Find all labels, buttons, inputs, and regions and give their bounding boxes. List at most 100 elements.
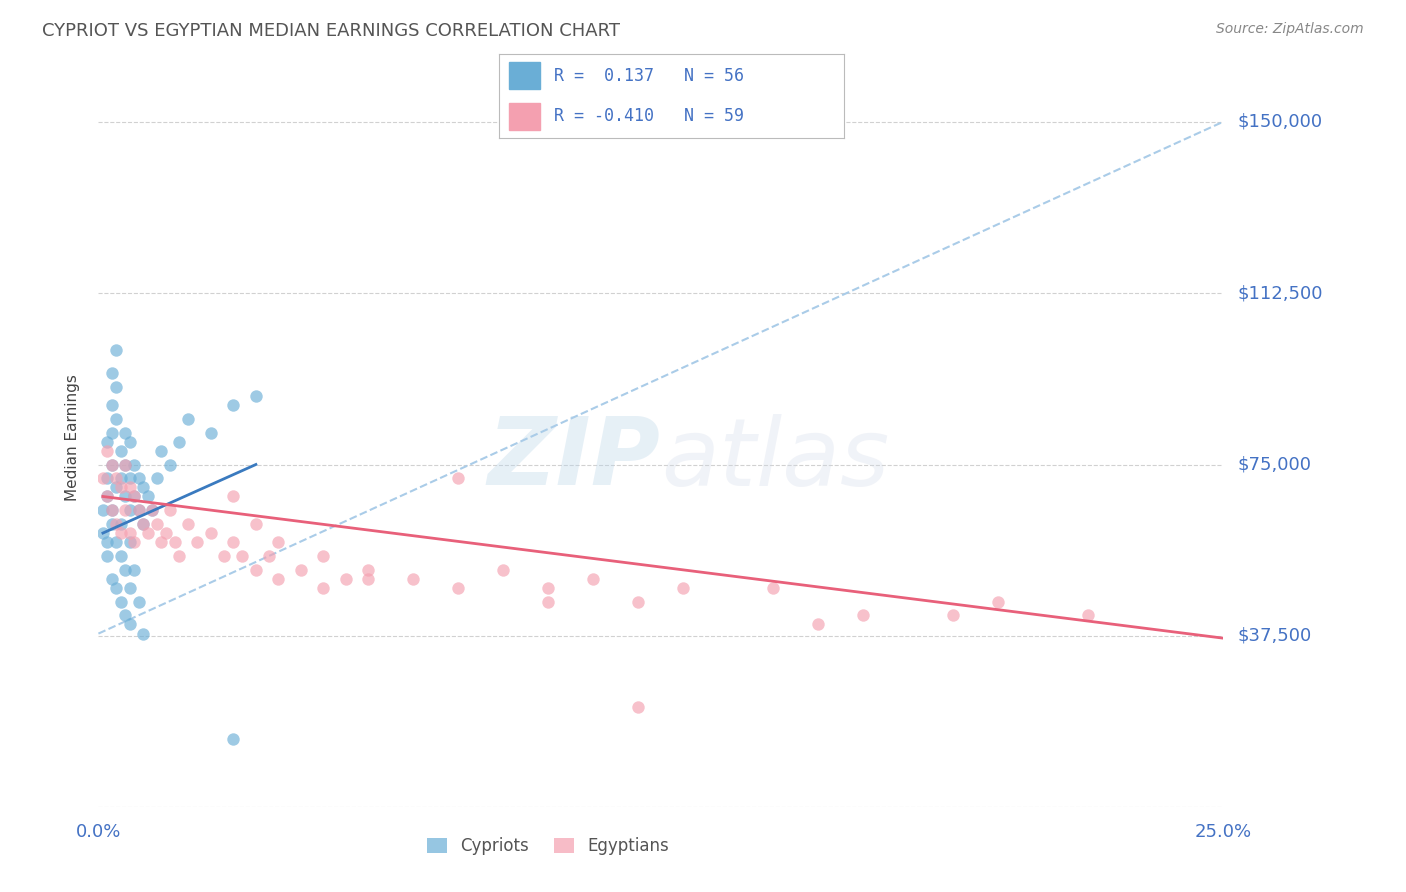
Point	[101, 458, 124, 472]
Point	[141, 503, 163, 517]
Point	[762, 581, 785, 595]
Point	[118, 535, 141, 549]
Text: CYPRIOT VS EGYPTIAN MEDIAN EARNINGS CORRELATION CHART: CYPRIOT VS EGYPTIAN MEDIAN EARNINGS CORR…	[42, 22, 620, 40]
Point	[118, 471, 141, 485]
Point	[357, 563, 380, 577]
Bar	[509, 103, 540, 130]
Point	[101, 516, 124, 531]
Point	[492, 563, 515, 577]
Text: $150,000: $150,000	[1237, 112, 1322, 131]
Point	[124, 490, 146, 504]
Point	[124, 490, 146, 504]
Point	[105, 380, 128, 394]
Point	[110, 480, 132, 494]
Point	[110, 526, 132, 541]
Point	[96, 443, 118, 458]
Point	[114, 425, 136, 440]
Point	[132, 480, 155, 494]
Point	[807, 617, 830, 632]
Point	[200, 526, 222, 541]
Point	[105, 480, 128, 494]
Text: R =  0.137   N = 56: R = 0.137 N = 56	[554, 67, 744, 85]
Point	[105, 471, 128, 485]
Point	[1077, 608, 1099, 623]
Point	[110, 549, 132, 563]
Point	[110, 471, 132, 485]
Point	[177, 412, 200, 426]
Point	[290, 563, 312, 577]
Point	[96, 490, 118, 504]
Point	[200, 425, 222, 440]
Point	[105, 412, 128, 426]
Point	[163, 535, 186, 549]
Point	[627, 699, 650, 714]
Text: atlas: atlas	[661, 414, 889, 505]
Point	[101, 572, 124, 586]
Point	[259, 549, 281, 563]
Point	[447, 471, 470, 485]
Point	[222, 398, 245, 412]
Point	[110, 443, 132, 458]
Point	[114, 458, 136, 472]
Text: R = -0.410   N = 59: R = -0.410 N = 59	[554, 107, 744, 125]
Point	[124, 563, 146, 577]
Point	[402, 572, 425, 586]
Text: $75,000: $75,000	[1237, 456, 1312, 474]
Point	[672, 581, 695, 595]
Point	[118, 503, 141, 517]
Point	[136, 526, 159, 541]
Point	[101, 458, 124, 472]
Point	[852, 608, 875, 623]
Point	[627, 594, 650, 608]
Point	[105, 516, 128, 531]
Point	[222, 490, 245, 504]
Point	[96, 535, 118, 549]
Point	[447, 581, 470, 595]
Point	[582, 572, 605, 586]
Point	[132, 516, 155, 531]
Point	[942, 608, 965, 623]
Point	[312, 581, 335, 595]
Point	[105, 535, 128, 549]
Point	[357, 572, 380, 586]
Point	[169, 434, 191, 449]
Point	[537, 581, 560, 595]
Bar	[509, 62, 540, 89]
Point	[186, 535, 208, 549]
Point	[128, 594, 150, 608]
Point	[118, 480, 141, 494]
Point	[105, 581, 128, 595]
Point	[159, 458, 181, 472]
Point	[110, 594, 132, 608]
Point	[150, 443, 173, 458]
Point	[987, 594, 1010, 608]
Point	[150, 535, 173, 549]
Legend: Cypriots, Egyptians: Cypriots, Egyptians	[420, 830, 676, 862]
Point	[114, 608, 136, 623]
Point	[124, 458, 146, 472]
Point	[110, 516, 132, 531]
Text: $112,500: $112,500	[1237, 285, 1323, 302]
Point	[114, 503, 136, 517]
Point	[101, 503, 124, 517]
Point	[128, 471, 150, 485]
Point	[118, 526, 141, 541]
Point	[91, 471, 114, 485]
Point	[132, 626, 155, 640]
Text: $37,500: $37,500	[1237, 627, 1312, 645]
Point	[245, 563, 267, 577]
Point	[136, 490, 159, 504]
Point	[146, 516, 169, 531]
Point	[91, 526, 114, 541]
Point	[169, 549, 191, 563]
Text: ZIP: ZIP	[488, 413, 661, 505]
Point	[155, 526, 177, 541]
Point	[114, 490, 136, 504]
Text: Source: ZipAtlas.com: Source: ZipAtlas.com	[1216, 22, 1364, 37]
Point	[124, 535, 146, 549]
Point	[245, 516, 267, 531]
Point	[222, 535, 245, 549]
Point	[177, 516, 200, 531]
Point	[101, 398, 124, 412]
Point	[91, 503, 114, 517]
